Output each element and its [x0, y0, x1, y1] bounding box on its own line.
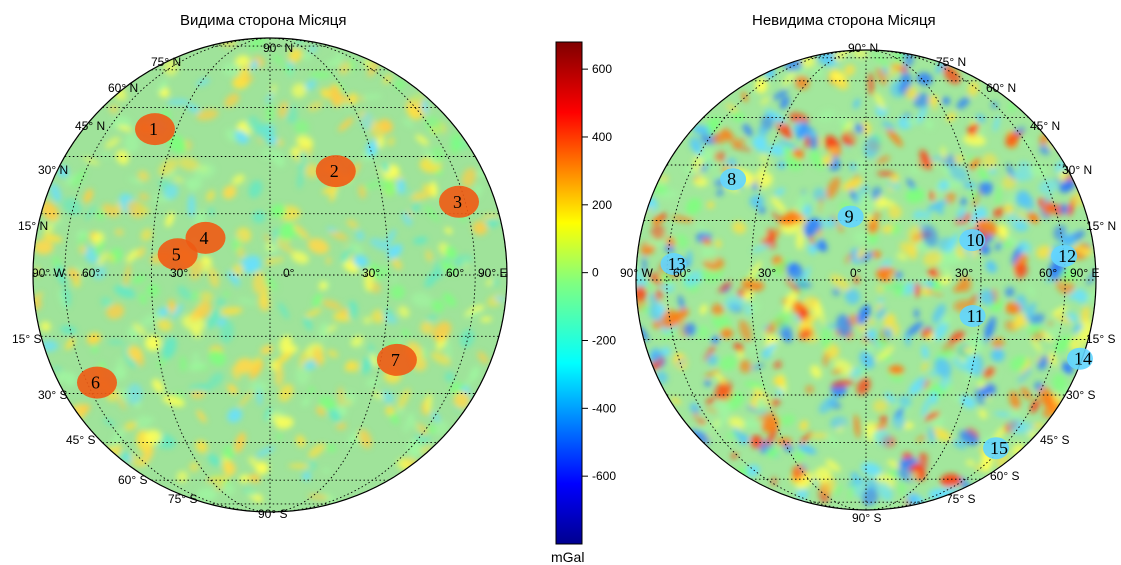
- colorbar-tick-label: 600: [592, 62, 612, 76]
- colorbar-tick-label: 400: [592, 130, 612, 144]
- feature-8-label: 8: [727, 169, 736, 189]
- lat-label: 45° N: [1030, 119, 1060, 133]
- feature-14-label: 14: [1074, 349, 1092, 369]
- lat-label: 75° S: [946, 492, 975, 506]
- feature-7-label: 7: [391, 350, 400, 370]
- lat-label: 30° N: [1062, 163, 1092, 177]
- feature-4-label: 4: [200, 228, 209, 248]
- far-side-map: 8 9 10 11 12 13 14 15 90° N 75° N 60° N 45° N 30° N…: [620, 41, 1116, 525]
- feature-11-blob: [959, 305, 986, 327]
- lat-label: 75° N: [151, 55, 181, 69]
- colorbar: 600 400 200 0 -200 -400 -600 mGal: [551, 41, 616, 565]
- lon-label: 90° W: [32, 266, 65, 280]
- lon-label: 60°: [82, 266, 100, 280]
- lat-label: 90° S: [852, 511, 881, 525]
- lon-label: 60°: [446, 266, 464, 280]
- lat-label: 15° S: [1086, 332, 1115, 346]
- feature-14-blob: [1067, 347, 1093, 370]
- near-side-title: Видима сторона Місяця: [180, 12, 347, 29]
- far-side-title: Невидима сторона Місяця: [752, 12, 936, 29]
- feature-1-blob: [135, 113, 175, 146]
- lat-label: 60° N: [108, 81, 138, 95]
- lon-label: 0°: [850, 266, 862, 280]
- feature-7-blob: [376, 343, 417, 376]
- lat-label: 30° S: [38, 388, 67, 402]
- feature-13-blob: [660, 253, 687, 275]
- colorbar-tick-label: -200: [592, 333, 616, 347]
- feature-15-label: 15: [990, 438, 1008, 458]
- feature-1-label: 1: [149, 119, 158, 139]
- feature-2-blob: [315, 155, 356, 188]
- colorbar-tick-label: 200: [592, 198, 612, 212]
- lon-label: 90° E: [478, 266, 507, 280]
- lon-label: 0°: [283, 266, 295, 280]
- lat-label: 60° S: [990, 469, 1019, 483]
- lon-label: 90° E: [1070, 266, 1099, 280]
- feature-8-blob: [720, 168, 747, 191]
- colorbar-unit: mGal: [551, 549, 584, 565]
- feature-10-label: 10: [966, 230, 984, 250]
- feature-3-label: 3: [453, 192, 462, 212]
- feature-12-blob: [1051, 245, 1078, 267]
- lat-label: 45° S: [1040, 433, 1069, 447]
- lat-label: 90° N: [263, 41, 293, 55]
- lat-label: 60° S: [118, 473, 147, 487]
- lon-label: 90° W: [620, 266, 653, 280]
- lat-label: 60° N: [986, 81, 1016, 95]
- lon-label: 30°: [758, 266, 776, 280]
- lat-label: 90° N: [848, 41, 878, 55]
- lat-label: 30° N: [38, 163, 68, 177]
- lat-label: 45° S: [66, 433, 95, 447]
- lat-label: 15° N: [1086, 219, 1116, 233]
- lat-label: 15° S: [12, 332, 41, 346]
- colorbar-gradient-bar: [555, 41, 583, 545]
- feature-5-label: 5: [172, 244, 181, 264]
- colorbar-tick-label: 0: [592, 266, 599, 280]
- lat-label: 75° S: [168, 492, 197, 506]
- feature-9-blob: [837, 205, 864, 228]
- feature-6-label: 6: [91, 373, 100, 393]
- feature-9-label: 9: [845, 207, 854, 227]
- lat-label: 90° S: [258, 507, 287, 521]
- feature-12-label: 12: [1058, 246, 1076, 266]
- feature-5-blob: [157, 238, 198, 271]
- feature-6-blob: [77, 366, 117, 399]
- lat-label: 30° S: [1066, 388, 1095, 402]
- near-side-map: 1 2 3 45 6 7 90° N 75° N 60° N 45° N 30° N 15° N 15…: [12, 37, 508, 521]
- lon-label: 30°: [955, 266, 973, 280]
- colorbar-tick-label: -400: [592, 401, 616, 415]
- lon-label: 30°: [362, 266, 380, 280]
- feature-2-label: 2: [330, 161, 339, 181]
- feature-11-label: 11: [967, 306, 984, 326]
- colorbar-tick-label: -600: [592, 469, 616, 483]
- lon-label: 60°: [1039, 266, 1057, 280]
- feature-13-label: 13: [668, 254, 686, 274]
- feature-3-blob: [439, 185, 479, 218]
- lat-label: 15° N: [18, 219, 48, 233]
- feature-15-blob: [983, 437, 1009, 460]
- lat-label: 45° N: [75, 119, 105, 133]
- feature-4-blob: [185, 221, 226, 254]
- lat-label: 75° N: [936, 55, 966, 69]
- lon-label: 60°: [673, 266, 691, 280]
- lon-label: 30°: [170, 266, 188, 280]
- feature-10-blob: [959, 229, 986, 252]
